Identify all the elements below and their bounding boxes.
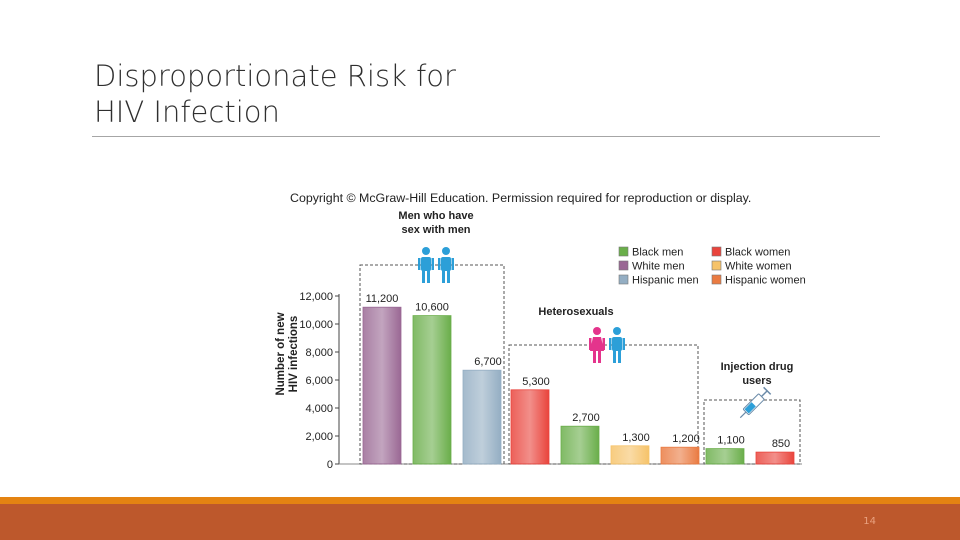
bar-chart: Copyright © McGraw-Hill Education. Permi… bbox=[275, 191, 806, 471]
footer-bar bbox=[0, 504, 960, 540]
group-label: users bbox=[742, 375, 771, 387]
bar bbox=[610, 445, 650, 465]
legend: Black men White men Hispanic men Black wome… bbox=[618, 246, 806, 287]
y-tick-label: 4,000 bbox=[305, 403, 333, 415]
y-tick-label: 0 bbox=[327, 459, 333, 471]
bar bbox=[705, 448, 745, 465]
legend-label: Hispanic men bbox=[632, 275, 699, 287]
bar bbox=[560, 425, 600, 465]
bar bbox=[755, 451, 795, 465]
bar bbox=[412, 315, 452, 465]
bar-value-label: 11,200 bbox=[366, 293, 399, 305]
legend-item: Black women bbox=[711, 246, 790, 259]
bar-value-label: 1,200 bbox=[672, 433, 700, 445]
bar-value-label: 850 bbox=[772, 438, 790, 450]
bar-value-label: 10,600 bbox=[415, 302, 449, 314]
man-figure-icon bbox=[418, 247, 434, 283]
hiv-infections-figure: Copyright © McGraw-Hill Education. Permi… bbox=[266, 183, 820, 475]
legend-item: Hispanic men bbox=[618, 274, 699, 287]
two-men-icon bbox=[418, 247, 454, 283]
bar bbox=[362, 306, 402, 465]
legend-label: Black women bbox=[725, 247, 790, 259]
legend-label: White women bbox=[725, 261, 792, 273]
group-box bbox=[508, 344, 699, 465]
page-number: 14 bbox=[863, 516, 876, 527]
legend-swatch bbox=[618, 274, 629, 285]
group-label: Men who have bbox=[398, 210, 473, 222]
title-divider bbox=[92, 136, 880, 137]
slide-title: Disproportionate Risk for HIV Infection bbox=[94, 58, 456, 130]
bar bbox=[462, 369, 502, 465]
legend-swatch bbox=[711, 260, 722, 271]
man-figure-icon bbox=[438, 247, 454, 283]
bar-value-label: 5,300 bbox=[522, 376, 550, 388]
legend-item: Hispanic women bbox=[711, 274, 806, 287]
bar-value-label: 6,700 bbox=[474, 356, 502, 368]
woman-figure-icon bbox=[589, 327, 605, 363]
syringe-icon bbox=[739, 386, 772, 419]
y-tick-label: 2,000 bbox=[305, 431, 333, 443]
y-tick-label: 6,000 bbox=[305, 375, 333, 387]
legend-item: Black men bbox=[618, 246, 683, 259]
bar-value-label: 2,700 bbox=[572, 412, 600, 424]
legend-label: White men bbox=[632, 261, 685, 273]
y-tick-label: 8,000 bbox=[305, 347, 333, 359]
bar-value-label: 1,100 bbox=[717, 435, 745, 447]
woman-and-man-icon bbox=[589, 327, 625, 363]
y-tick-label: 10,000 bbox=[299, 319, 333, 331]
legend-label: Hispanic women bbox=[725, 275, 806, 287]
bar bbox=[660, 446, 700, 465]
slide-title-line-2: HIV Infection bbox=[94, 95, 280, 129]
group-label: sex with men bbox=[401, 224, 470, 236]
legend-swatch bbox=[711, 246, 722, 257]
legend-label: Black men bbox=[632, 247, 683, 259]
legend-item: White men bbox=[618, 260, 685, 273]
y-axis-label: Number of newHIV infections bbox=[275, 312, 300, 395]
group-label: Injection drug bbox=[721, 361, 794, 373]
bar-value-label: 1,300 bbox=[622, 432, 650, 444]
man-figure-icon bbox=[609, 327, 625, 363]
legend-swatch bbox=[711, 274, 722, 285]
copyright-text: Copyright © McGraw-Hill Education. Permi… bbox=[290, 191, 751, 205]
legend-swatch bbox=[618, 246, 629, 257]
legend-swatch bbox=[618, 260, 629, 271]
legend-item: White women bbox=[711, 260, 792, 273]
y-tick-label: 12,000 bbox=[299, 291, 333, 303]
group-label: Heterosexuals bbox=[538, 306, 613, 318]
footer-accent-stripe bbox=[0, 497, 960, 504]
slide-title-line-1: Disproportionate Risk for bbox=[94, 59, 456, 93]
bar bbox=[510, 389, 550, 465]
